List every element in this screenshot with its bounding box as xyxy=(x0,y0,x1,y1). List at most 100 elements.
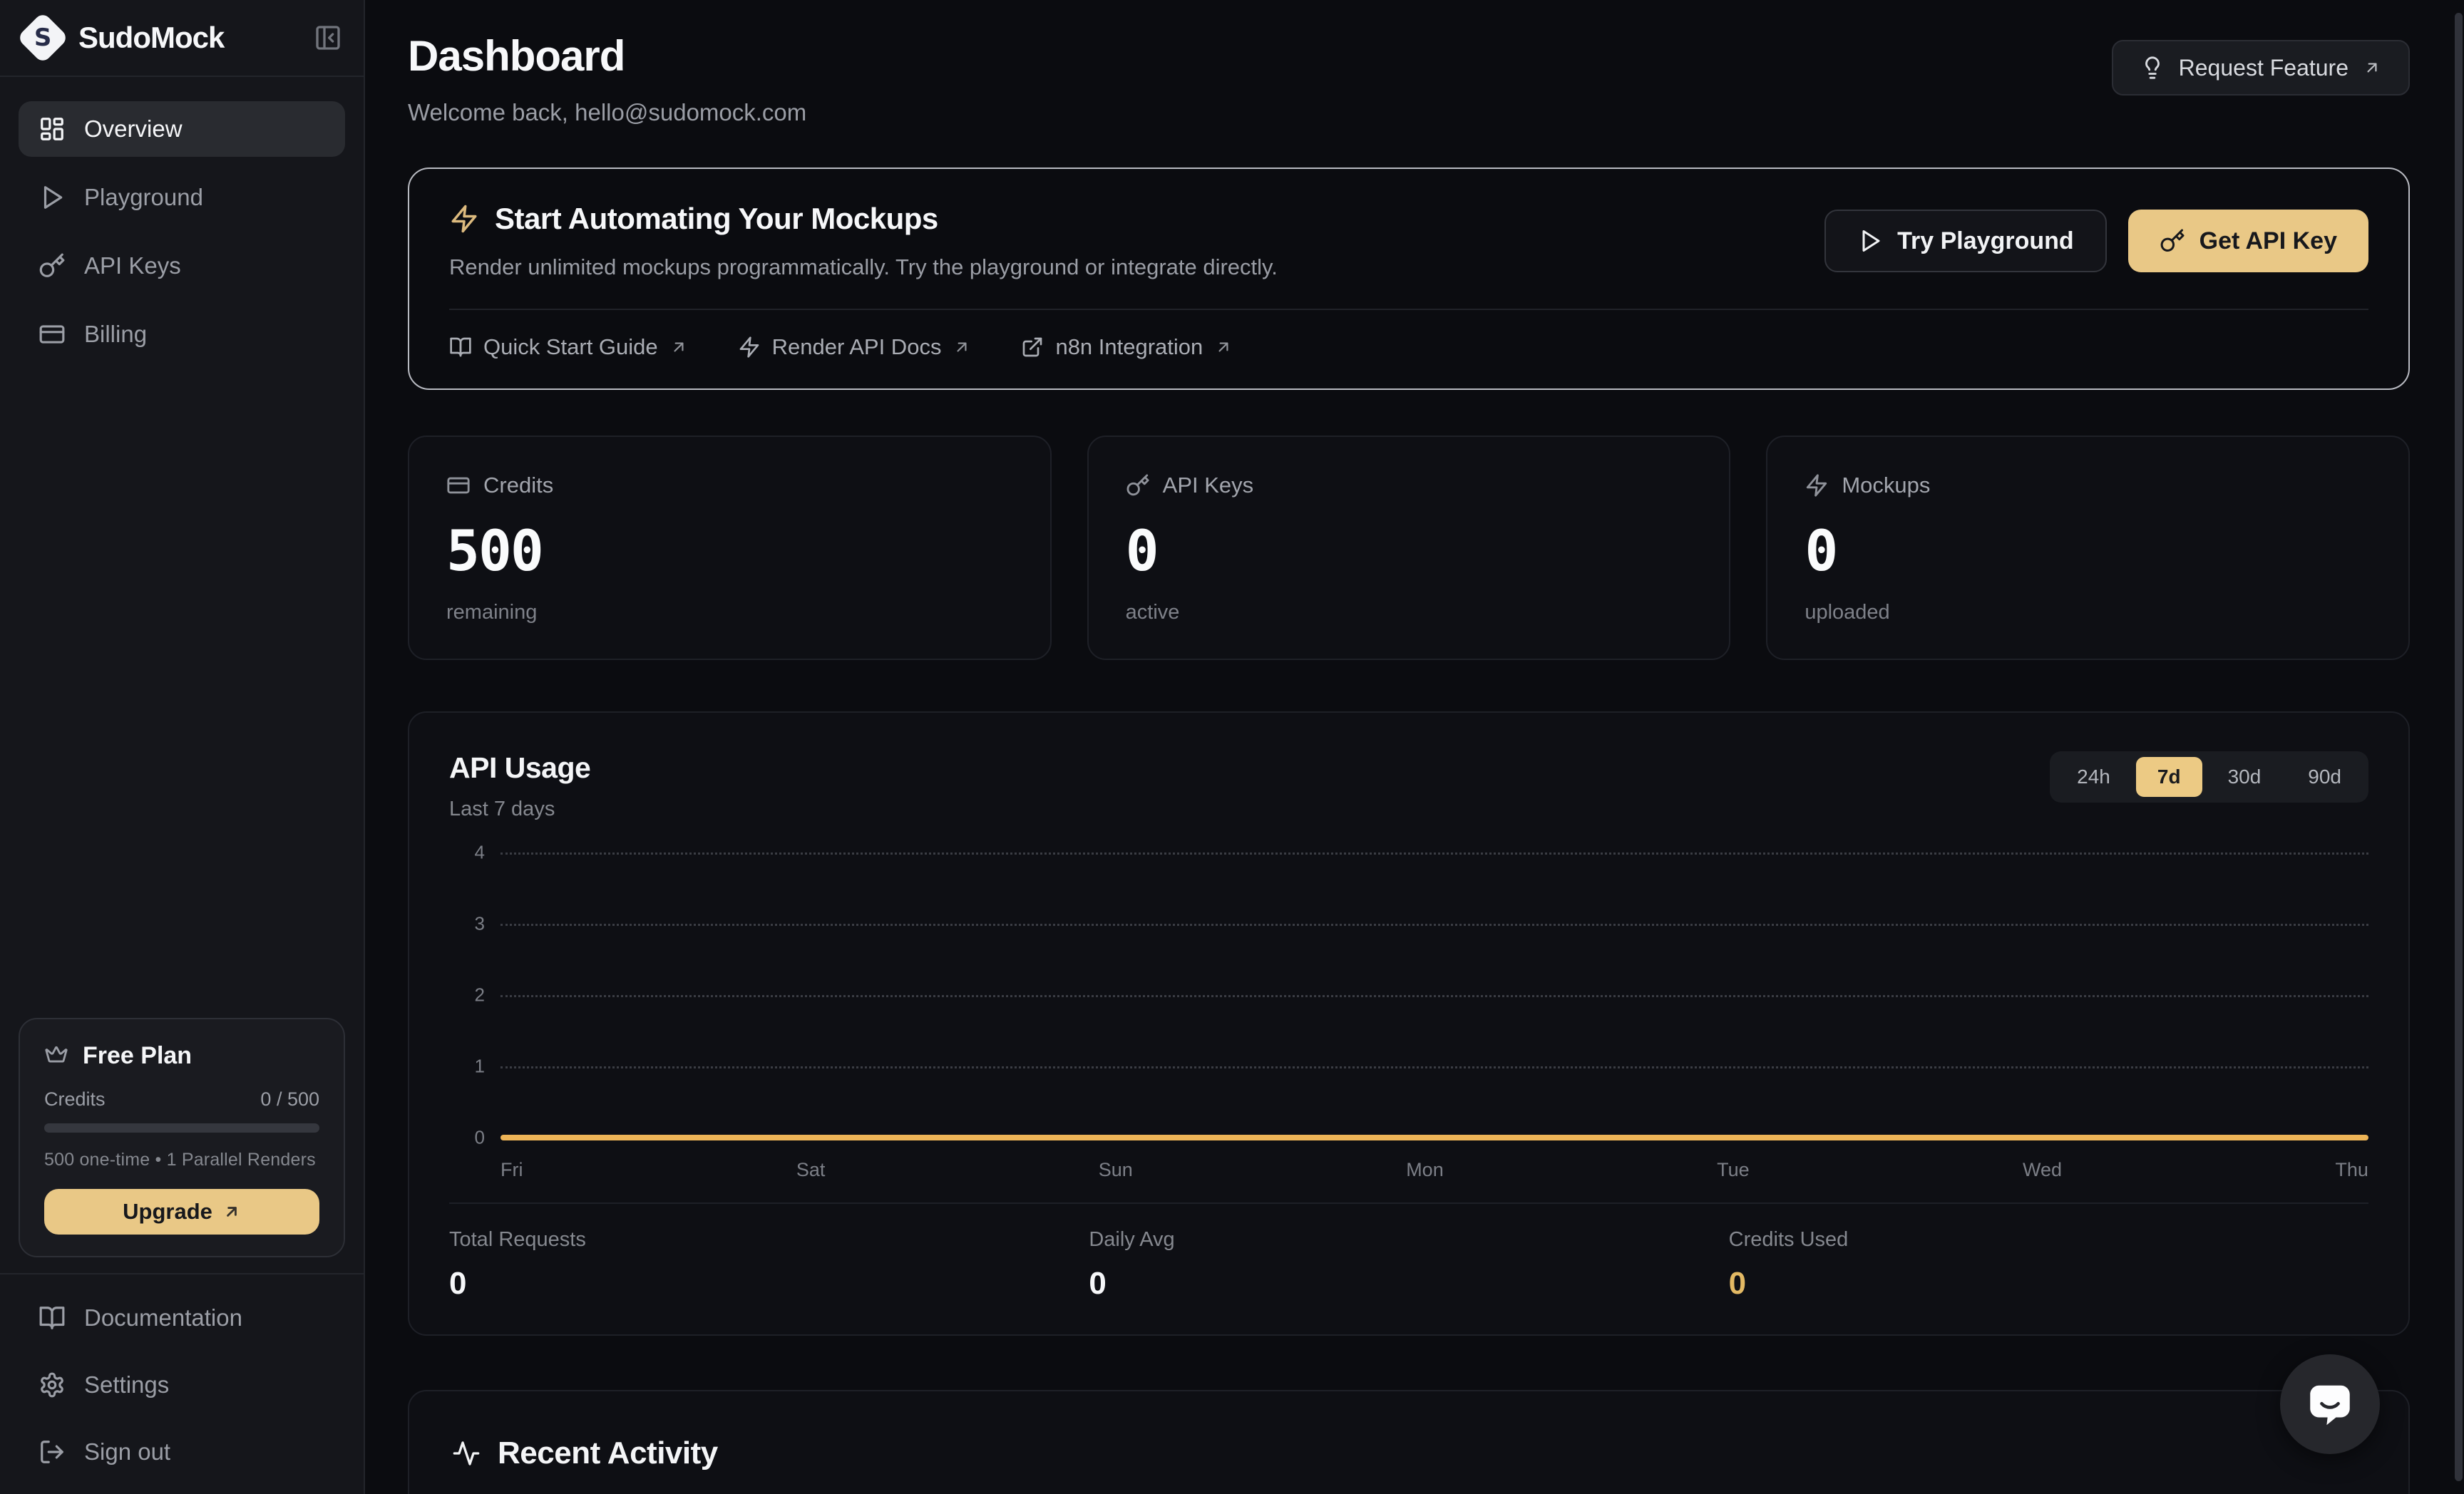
y-tick: 1 xyxy=(474,1055,485,1077)
gridline xyxy=(500,852,2368,855)
api-keys-stat-card: API Keys 0 active xyxy=(1087,436,1731,660)
stat-sub-label: uploaded xyxy=(1805,601,1890,624)
total-requests-value: 0 xyxy=(449,1266,467,1301)
summary-label: Daily Avg xyxy=(1089,1228,1175,1251)
sidebar-item-api-keys[interactable]: API Keys xyxy=(19,238,345,294)
range-90d[interactable]: 90d xyxy=(2308,766,2341,788)
lightbulb-icon xyxy=(2145,56,2160,79)
mockups-stat-card: Mockups 0 uploaded xyxy=(1766,436,2411,660)
try-playground-label: Try Playground xyxy=(1897,227,2074,254)
gridline xyxy=(500,924,2368,926)
sidebar-item-sign-out[interactable]: Sign out xyxy=(19,1424,345,1480)
usage-data-line xyxy=(500,1135,2368,1140)
usage-summary: Total Requests 0 Daily Avg 0 Credits Use… xyxy=(449,1228,2368,1302)
credits-stat-card: Credits 500 remaining xyxy=(408,436,1052,660)
chat-widget-button[interactable] xyxy=(2280,1354,2380,1454)
usage-title: API Usage xyxy=(449,751,591,784)
zap-icon xyxy=(1807,474,1827,497)
zap-icon xyxy=(451,205,477,233)
book-open-icon xyxy=(450,337,471,357)
n8n-integration-link[interactable]: n8n Integration xyxy=(1021,334,1233,360)
crown-icon xyxy=(45,1046,68,1062)
arrow-up-right-icon xyxy=(1218,342,1228,352)
get-api-key-button[interactable]: Get API Key xyxy=(2127,210,2368,272)
stat-label: Mockups xyxy=(1842,473,1931,498)
sidebar-item-billing[interactable]: Billing xyxy=(19,306,345,362)
upgrade-button[interactable]: Upgrade xyxy=(44,1189,319,1235)
sidebar-item-documentation[interactable]: Documentation xyxy=(19,1290,345,1346)
request-feature-button[interactable]: Request Feature xyxy=(2111,40,2410,96)
sidebar-item-playground[interactable]: Playground xyxy=(19,170,345,225)
plan-credits-label: Credits xyxy=(44,1088,106,1110)
sidebar-collapse-button[interactable] xyxy=(314,24,342,52)
arrow-up-right-icon xyxy=(674,342,684,352)
sidebar: S SudoMock Overview Playground API Keys … xyxy=(0,0,365,1494)
key-icon xyxy=(2160,229,2185,252)
daily-avg-value: 0 xyxy=(1089,1266,1107,1301)
x-tick: Tue xyxy=(1717,1159,1750,1180)
link-label: n8n Integration xyxy=(1055,334,1203,359)
get-api-key-label: Get API Key xyxy=(2199,227,2337,254)
link-label: Render API Docs xyxy=(771,334,942,359)
render-api-docs-link[interactable]: Render API Docs xyxy=(738,334,972,360)
y-tick: 0 xyxy=(474,1126,485,1148)
play-icon xyxy=(1862,230,1880,252)
range-24h[interactable]: 24h xyxy=(2077,766,2110,788)
plan-card: Free Plan Credits 0 / 500 500 one-time •… xyxy=(19,1018,345,1257)
try-playground-button[interactable]: Try Playground xyxy=(1824,210,2107,272)
sidebar-item-label: Overview xyxy=(84,115,183,142)
y-tick: 2 xyxy=(474,984,485,1006)
panel-left-close-icon xyxy=(316,26,340,50)
sidebar-item-label: Playground xyxy=(84,184,203,210)
credit-card-icon xyxy=(39,325,65,344)
range-30d[interactable]: 30d xyxy=(2227,766,2262,788)
usage-chart: 4 3 2 1 0 xyxy=(449,842,2368,1148)
stat-sub-label: active xyxy=(1125,601,1180,624)
stat-label: API Keys xyxy=(1162,473,1254,498)
x-tick: Wed xyxy=(2023,1159,2063,1180)
page-scrollbar[interactable] xyxy=(2455,13,2463,1481)
mockups-value: 0 xyxy=(1805,520,1838,584)
gear-icon xyxy=(41,1372,63,1398)
page-title: Dashboard xyxy=(408,32,625,80)
activity-icon xyxy=(453,1441,480,1465)
summary-label: Total Requests xyxy=(449,1228,586,1251)
main-content: Dashboard Welcome back, hello@sudomock.c… xyxy=(365,0,2464,1494)
chart-y-axis: 4 3 2 1 0 xyxy=(449,842,485,1148)
chat-bubble-icon xyxy=(2310,1385,2350,1426)
sidebar-footer-nav: Documentation Settings Sign out xyxy=(0,1273,364,1494)
x-tick: Mon xyxy=(1406,1159,1444,1180)
sidebar-header: S SudoMock xyxy=(0,0,364,77)
sidebar-item-label: Billing xyxy=(84,321,148,347)
plan-meta: 500 one-time • 1 Parallel Renders xyxy=(44,1150,316,1170)
zap-icon xyxy=(739,336,759,358)
x-tick: Sun xyxy=(1098,1159,1133,1180)
page-header: Dashboard Welcome back, hello@sudomock.c… xyxy=(408,31,2410,126)
banner-divider xyxy=(449,309,2368,310)
gridline xyxy=(500,995,2368,997)
stat-label: Credits xyxy=(483,473,554,498)
arrow-up-right-icon xyxy=(2367,63,2377,73)
sidebar-item-overview[interactable]: Overview xyxy=(19,101,345,157)
key-icon xyxy=(39,253,65,277)
book-open-icon xyxy=(39,1307,65,1329)
log-out-icon xyxy=(41,1441,63,1463)
quick-start-guide-link[interactable]: Quick Start Guide xyxy=(449,334,688,360)
welcome-message: Welcome back, hello@sudomock.com xyxy=(408,99,807,125)
time-range-selector: 24h 7d 30d 90d xyxy=(2050,751,2368,803)
plan-name: Free Plan xyxy=(83,1042,192,1069)
dashboard-icon xyxy=(41,118,63,140)
stat-sub-label: remaining xyxy=(446,601,538,624)
sidebar-item-label: API Keys xyxy=(84,252,181,279)
y-tick: 4 xyxy=(474,841,485,863)
brand-logo-letter: S xyxy=(34,24,52,52)
usage-divider xyxy=(449,1202,2368,1204)
upgrade-button-label: Upgrade xyxy=(123,1199,212,1224)
sidebar-item-settings[interactable]: Settings xyxy=(19,1357,345,1413)
arrow-up-right-icon xyxy=(957,342,967,352)
stats-row: Credits 500 remaining API Keys 0 active … xyxy=(408,436,2411,660)
credits-progress-bar xyxy=(44,1123,319,1133)
y-tick: 3 xyxy=(474,912,485,934)
key-icon xyxy=(1126,474,1149,496)
range-7d[interactable]: 7d xyxy=(2135,757,2202,797)
